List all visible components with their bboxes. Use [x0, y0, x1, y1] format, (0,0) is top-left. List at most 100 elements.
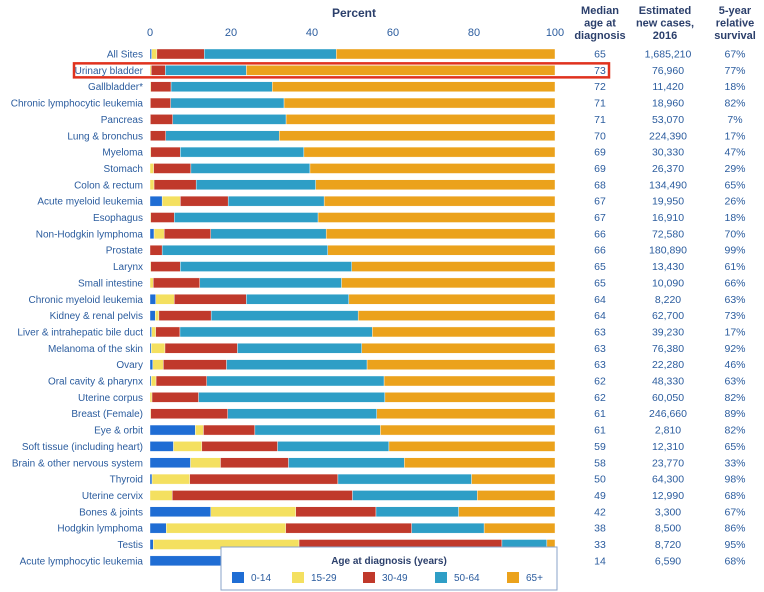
bar-segment-50-64	[352, 490, 478, 501]
bar-segment-65plus	[272, 81, 556, 92]
bar-segment-15-29	[151, 48, 158, 60]
chart-row: Thyroid 50 64,300 98%	[110, 474, 746, 486]
bar-segment-50-64	[375, 506, 459, 517]
bar-segment-50-64	[165, 65, 247, 76]
bar-segment-30-49	[155, 375, 207, 387]
bar-segment-0-14	[149, 539, 154, 550]
chart-row: Breast (Female) 61 246,660 89%	[71, 408, 745, 420]
chart-row: Stomach 69 26,370 29%	[104, 163, 746, 175]
chart-row: Hodgkin lymphoma 38 8,500 86%	[57, 523, 745, 535]
row-label: Ovary	[116, 360, 143, 371]
bar-segment-30-49	[150, 81, 172, 92]
survival-value: 18%	[724, 81, 745, 93]
survival-value: 33%	[724, 457, 745, 469]
x-axis-ticks: 0 20 40 60 80 100	[147, 27, 564, 39]
bar-segment-50-64	[206, 375, 385, 387]
x-axis-title: Percent	[332, 6, 376, 20]
bar-segment-0-14	[149, 522, 167, 534]
new-cases-value: 224,390	[649, 130, 687, 142]
chart-row: Melanoma of the skin 63 76,380 92%	[48, 343, 746, 355]
chart-row: Pancreas 71 53,070 7%	[101, 114, 743, 126]
median-age-value: 68	[594, 179, 606, 191]
new-cases-value: 6,590	[655, 555, 681, 567]
survival-value: 82%	[724, 98, 745, 110]
survival-value: 98%	[724, 474, 745, 486]
new-cases-value: 22,280	[652, 359, 684, 371]
legend-swatch	[292, 572, 304, 583]
bar-segment-50-64	[277, 441, 390, 452]
median-age-value: 33	[594, 539, 606, 551]
bar-segment-50-64	[161, 244, 328, 256]
legend-swatch	[232, 572, 244, 583]
column-headers: Median age at diagnosis Estimated new cases,…	[574, 5, 755, 42]
median-age-value: 65	[594, 49, 606, 61]
highlight-box	[72, 62, 611, 79]
new-cases-value: 62,700	[652, 310, 684, 322]
row-label: Hodgkin lymphoma	[57, 524, 143, 535]
survival-value: 7%	[727, 114, 742, 126]
survival-value: 65%	[724, 441, 745, 453]
chart-row: Urinary bladder 73 76,960 77%	[72, 62, 746, 79]
chart-row: Gallbladder* 72 11,420 18%	[88, 81, 746, 93]
column-header-survival: 5-year relative survival	[714, 5, 756, 42]
new-cases-value: 26,370	[652, 163, 684, 175]
median-age-value: 62	[594, 376, 606, 388]
chart-row: Testis 33 8,720 95%	[117, 539, 745, 551]
bar-segment-0-14	[149, 310, 156, 321]
bar-segment-0-14	[149, 48, 152, 60]
bar-segment-65plus	[341, 277, 556, 289]
chart-row: Small intestine 65 10,090 66%	[78, 277, 746, 289]
new-cases-value: 12,310	[652, 441, 684, 453]
median-age-value: 72	[594, 81, 606, 93]
median-age-value: 65	[594, 261, 606, 273]
row-label: Uterine cervix	[82, 491, 143, 502]
bar-segment-30-49	[150, 261, 181, 272]
bar-segment-30-49	[150, 212, 175, 223]
bar-segment-30-49	[285, 522, 412, 534]
survival-value: 17%	[724, 130, 745, 142]
new-cases-value: 23,770	[652, 457, 684, 469]
row-label: Melanoma of the skin	[48, 344, 143, 355]
bar-segment-65plus	[246, 65, 556, 76]
bar-segment-15-29	[210, 506, 297, 517]
bar-segment-65plus	[361, 343, 556, 354]
legend-label: 50-64	[454, 573, 480, 584]
new-cases-value: 53,070	[652, 114, 684, 126]
row-label: Urinary bladder	[75, 66, 144, 77]
bar-segment-30-49	[220, 457, 289, 468]
survival-value: 46%	[724, 359, 745, 371]
new-cases-value: 39,230	[652, 326, 684, 338]
chart-row: Soft tissue (including heart) 59 12,310 65%	[22, 441, 746, 453]
bar-segment-50-64	[237, 343, 363, 354]
row-label: Small intestine	[78, 278, 143, 289]
bar-segment-50-64	[210, 310, 359, 321]
survival-value: 63%	[724, 294, 745, 306]
row-label: Acute myeloid leukemia	[37, 197, 143, 208]
median-age-value: 14	[594, 555, 606, 567]
bar-segment-15-29	[149, 277, 154, 289]
survival-value: 66%	[724, 277, 745, 289]
bar-segment-30-49	[153, 163, 192, 174]
row-label: Larynx	[113, 262, 143, 273]
bar-segment-50-64	[195, 179, 316, 191]
bar-segment-50-64	[179, 326, 373, 338]
new-cases-value: 11,420	[652, 81, 683, 93]
row-label: Uterine corpus	[78, 393, 143, 404]
bar-segment-0-14	[149, 359, 154, 370]
new-cases-value: 19,950	[652, 196, 684, 208]
new-cases-value: 3,300	[655, 506, 681, 518]
bar-segment-50-64	[198, 392, 386, 403]
row-label: Soft tissue (including heart)	[22, 442, 143, 453]
row-label: Esophagus	[93, 213, 143, 224]
legend-label: 15-29	[311, 573, 337, 584]
chart-row: Eye & orbit 61 2,810 82%	[94, 425, 745, 437]
median-age-value: 65	[594, 277, 606, 289]
bar-segment-65plus	[315, 179, 556, 191]
bar-segment-0-14	[149, 326, 152, 338]
bar-segment-0-14	[149, 457, 191, 468]
bar-segment-15-29	[161, 195, 181, 207]
new-cases-value: 134,490	[649, 179, 687, 191]
chart-row: Brain & other nervous system 58 23,770 33%	[12, 457, 746, 469]
median-age-value: 42	[594, 506, 606, 518]
